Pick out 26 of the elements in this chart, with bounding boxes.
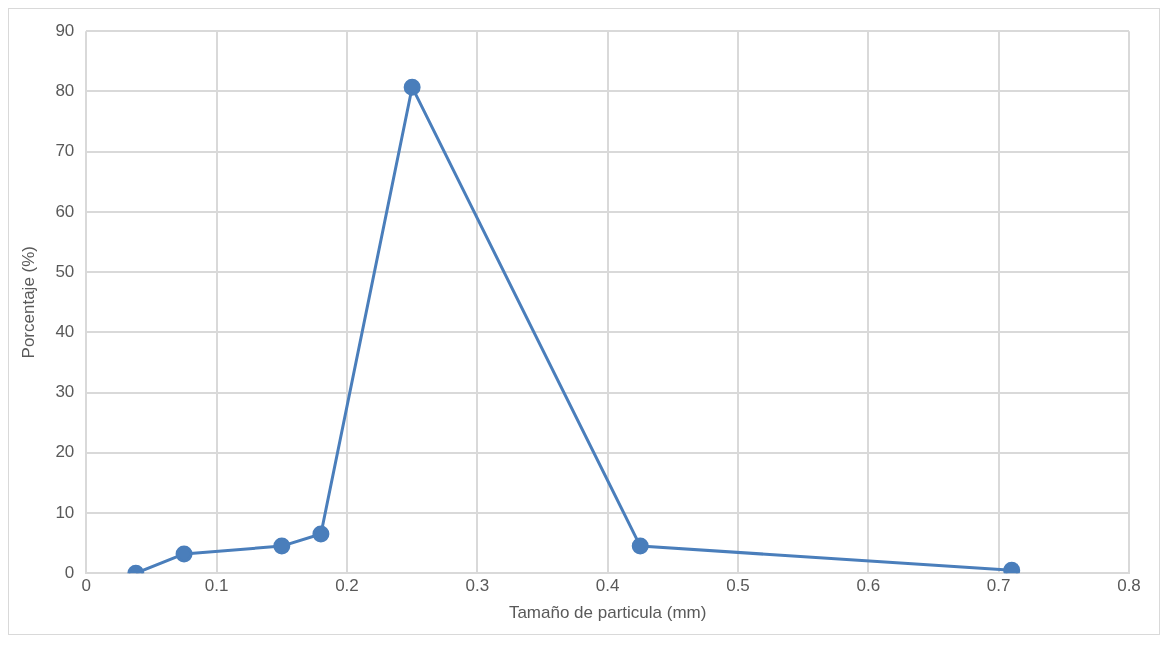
x-tick-label: 0 [81,576,92,596]
y-tick-label: 20 [55,442,75,462]
y-tick-label: 30 [55,382,75,402]
y-tick-label: 80 [55,81,75,101]
x-tick-label: 0.7 [986,576,1011,596]
point [631,537,649,555]
y-tick-label: 90 [55,20,75,40]
x-tick-label: 0.3 [465,576,490,596]
point [312,525,330,543]
x-axis-title: Tamaño de particula (mm) [508,603,707,623]
x-tick-label: 0.2 [335,576,359,596]
y-tick-label: 10 [55,502,75,522]
y-axis-title: Porcentaje (%) [18,245,38,359]
x-tick-label: 0.8 [1117,576,1141,596]
y-tick-label: 60 [55,201,75,221]
x-tick-label: 0.6 [856,576,881,596]
x-tick-label: 0.5 [726,576,750,596]
x-tick-label: 0.4 [595,576,620,596]
point [175,545,193,563]
y-tick-label: 70 [55,141,75,161]
x-tick-label: 0.1 [204,576,229,596]
y-tick-label: 50 [55,261,75,281]
point [403,78,421,96]
y-tick-label: 0 [64,562,75,582]
y-tick-label: 40 [55,322,75,341]
point [273,537,291,555]
